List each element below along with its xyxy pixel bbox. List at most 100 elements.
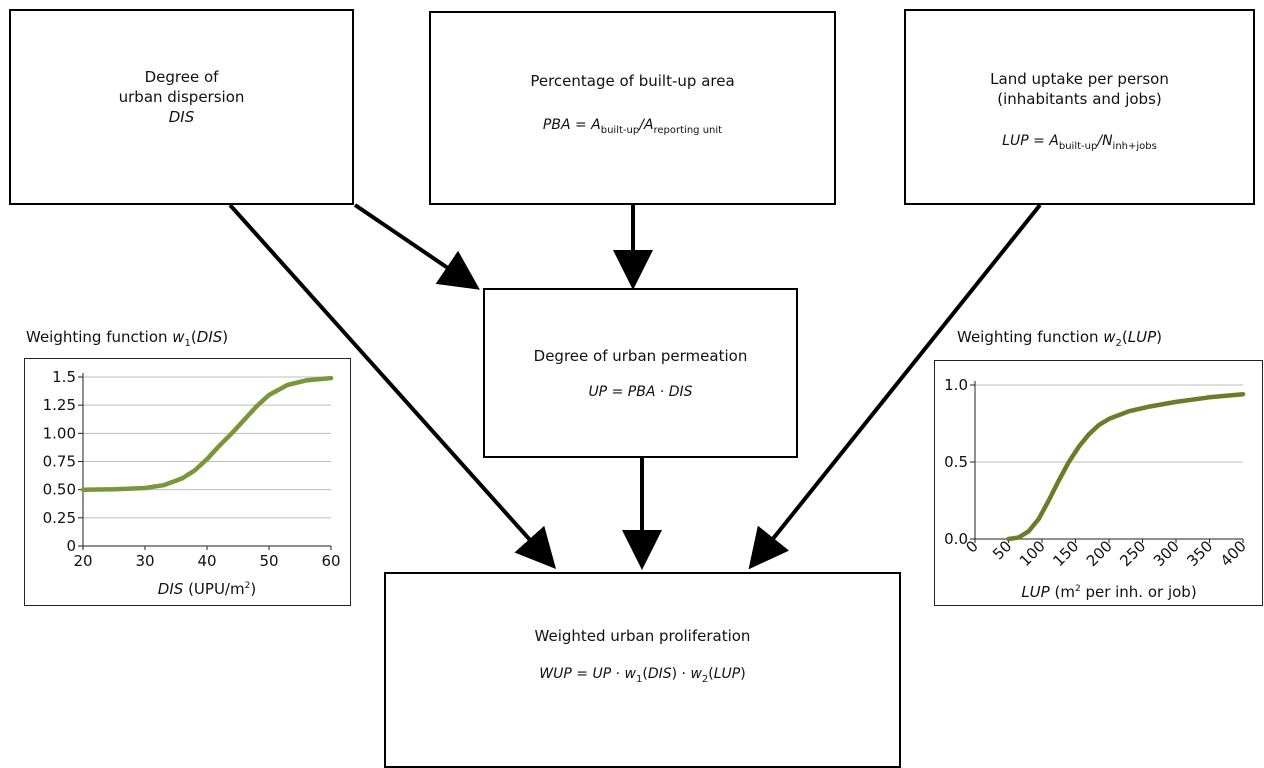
wup-lhs: WUP: [539, 666, 572, 682]
w1-close: ): [222, 328, 229, 346]
x-tick-label: 60: [321, 552, 340, 570]
pba-a1-sub: built-up: [600, 125, 640, 136]
up-t2: DIS: [668, 384, 693, 400]
lup-line2: (inhabitants and jobs): [997, 90, 1162, 108]
y-tick-label: 1.00: [43, 424, 76, 442]
wup-w2-arg: LUP: [713, 666, 741, 682]
lup-formula: LUP = Abuilt-up/Ninh+jobs: [906, 131, 1253, 157]
w2-close: ): [1156, 328, 1163, 346]
lup-n: N: [1102, 133, 1113, 149]
w1-prefix: Weighting function: [26, 328, 173, 346]
wup-dot1: ·: [615, 666, 621, 682]
w1-sub: 1: [184, 338, 191, 349]
chart-w2-svg: 0.0 0.5 1.0 0 50 100 150 200 250 300 350 400 LUP (m2…: [944, 376, 1250, 601]
w1-open: (: [190, 328, 197, 346]
x-tick-label: 20: [73, 552, 92, 570]
y-tick-label: 0.0: [944, 530, 968, 548]
w2-w: w: [1103, 328, 1116, 346]
dis-line2: urban dispersion: [118, 88, 245, 106]
x-tick-label: 50: [259, 552, 278, 570]
y-tick-label: 0: [66, 537, 76, 555]
wup-w1-arg: DIS: [647, 666, 672, 682]
x-axis-label: LUP (m2 per inh. or job): [1021, 583, 1196, 601]
wup-formula: WUP = UP · w1(DIS) · w2(LUP): [386, 664, 899, 690]
w1-w: w: [172, 328, 185, 346]
w2-arg: LUP: [1127, 328, 1157, 346]
pba-a2: A: [643, 117, 654, 133]
y-tick-label: 1.25: [43, 396, 76, 414]
w2-open: (: [1121, 328, 1128, 346]
lup-line1: Land uptake per person: [990, 70, 1169, 88]
wup-w1: w: [624, 666, 636, 682]
w2-prefix: Weighting function: [957, 328, 1104, 346]
wup-eq: =: [576, 666, 589, 682]
series-line: [80, 375, 334, 492]
wup-w2: w: [690, 666, 702, 682]
pba-lhs: PBA: [542, 117, 571, 133]
y-tick-label: 0.50: [43, 481, 76, 499]
chart-w2: 0.0 0.5 1.0 0 50 100 150 200 250 300 350 400 LUP (m2…: [934, 360, 1263, 606]
wup-w1-open: (: [642, 666, 648, 682]
box-urban-dispersion: Degree of urban dispersion DIS: [9, 9, 354, 205]
wup-w2-open: (: [708, 666, 714, 682]
arrow-dis-to-up: [353, 203, 480, 290]
x-axis-label: DIS (UPU/m2): [158, 580, 256, 598]
y-tick-label: 0.25: [43, 509, 76, 527]
wup-w2-close: ): [740, 666, 746, 682]
pba-a2-sub: reporting unit: [653, 125, 723, 136]
up-lhs: UP: [588, 384, 608, 400]
up-dot: ·: [659, 384, 665, 400]
box-built-up-area: Percentage of built-up area PBA = Abuilt…: [429, 11, 836, 205]
lup-a1-sub: built-up: [1058, 141, 1098, 152]
x-tick-label: 400: [1217, 537, 1250, 570]
x-tick-label: 200: [1083, 537, 1116, 570]
wup-title: Weighted urban proliferation: [534, 627, 751, 645]
x-tick-label: 0: [962, 537, 981, 556]
lup-n-sub: inh+jobs: [1112, 141, 1157, 152]
x-tick-label: 40: [197, 552, 216, 570]
up-title: Degree of urban permeation: [533, 347, 748, 365]
chart-w1-svg: 0 0.25 0.50 0.75 1.00 1.25 1.5 20 30 40 50 60 DIS (U…: [43, 368, 341, 598]
pba-a1: A: [591, 117, 601, 133]
w2-sub: 2: [1115, 338, 1122, 349]
pba-eq: =: [574, 117, 587, 133]
x-tick-label: 100: [1016, 537, 1049, 570]
box-land-uptake: Land uptake per person (inhabitants and …: [904, 9, 1255, 205]
wup-w1-sub: 1: [635, 674, 643, 685]
wup-t1: UP: [592, 666, 612, 682]
dis-line1: Degree of: [144, 68, 219, 86]
weighting-label-w2: Weighting function w2(LUP): [957, 328, 1162, 349]
up-eq: =: [611, 384, 624, 400]
dis-symbol: DIS: [168, 108, 195, 126]
arrow-dis-to-wup: [228, 203, 557, 569]
weighting-label-w1: Weighting function w1(DIS): [26, 328, 228, 349]
lup-lhs: LUP: [1002, 133, 1029, 149]
lup-slash: /: [1097, 133, 1103, 149]
series-line: [1006, 391, 1246, 542]
x-tick-label: 150: [1049, 537, 1082, 570]
pba-slash: /: [639, 117, 644, 133]
y-tick-label: 1.0: [944, 376, 968, 394]
x-tick-label: 250: [1116, 537, 1149, 570]
box-urban-permeation: Degree of urban permeation UP = PBA · DI…: [483, 288, 798, 458]
box-weighted-urban-proliferation: Weighted urban proliferation WUP = UP · …: [384, 572, 901, 768]
lup-eq: =: [1033, 133, 1045, 149]
pba-formula: PBA = Abuilt-up/Areporting unit: [431, 115, 834, 141]
lup-a1: A: [1049, 133, 1059, 149]
y-tick-label: 1.5: [52, 368, 76, 386]
arrow-lup-to-wup: [748, 203, 1042, 570]
x-tick-label: 350: [1183, 537, 1216, 570]
w1-arg: DIS: [196, 328, 223, 346]
wup-dot2: ·: [681, 666, 686, 682]
x-tick-label: 300: [1150, 537, 1183, 570]
up-formula: UP = PBA · DIS: [485, 382, 796, 402]
chart-w1: 0 0.25 0.50 0.75 1.00 1.25 1.5 20 30 40 50 60 DIS (U…: [24, 358, 351, 606]
wup-w1-close: ): [671, 666, 678, 682]
wup-w2-sub: 2: [701, 674, 709, 685]
y-tick-label: 0.5: [944, 453, 968, 471]
up-t1: PBA: [627, 384, 656, 400]
x-tick-label: 50: [989, 537, 1015, 563]
x-tick-label: 30: [135, 552, 154, 570]
y-tick-label: 0.75: [43, 453, 76, 471]
